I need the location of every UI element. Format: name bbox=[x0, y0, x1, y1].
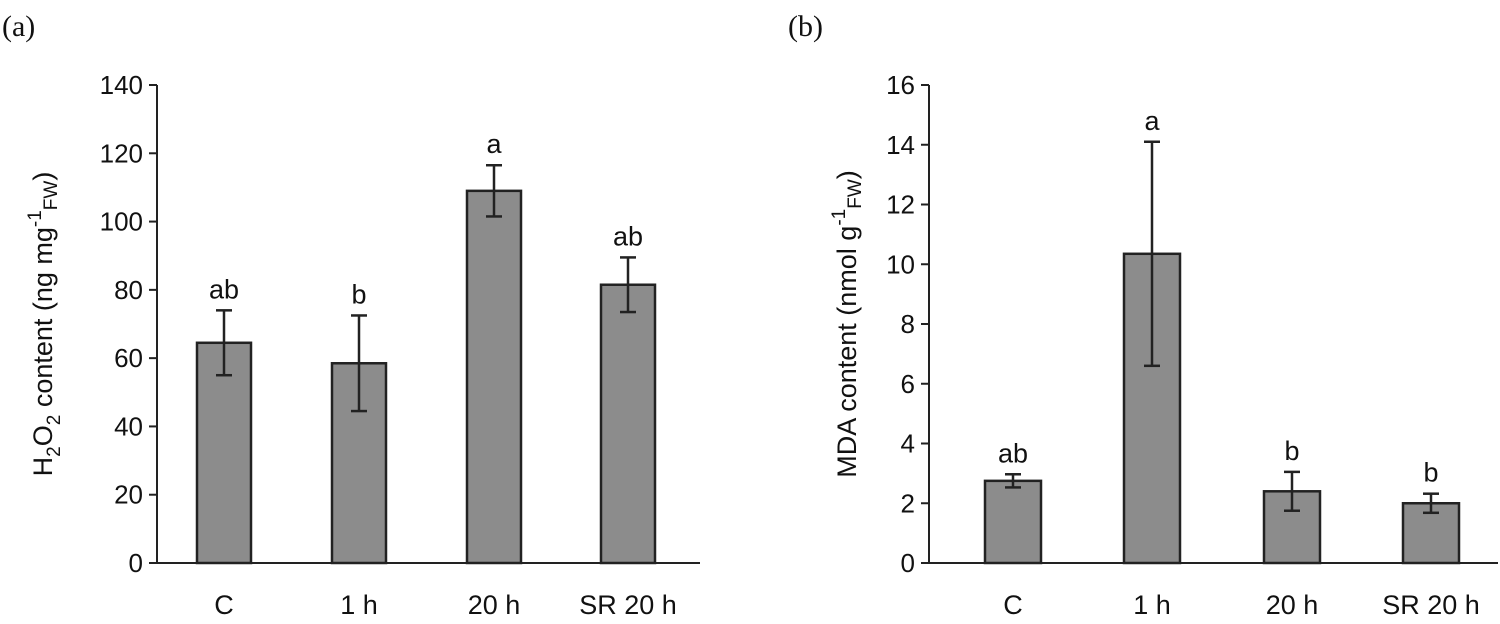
panel-a-bar-3 bbox=[599, 283, 657, 565]
panel-a-y-axis-title: H2O2 content (ng mg-1FW) bbox=[25, 172, 65, 477]
panel-b-y-tick-label: 14 bbox=[886, 130, 915, 160]
panel-b-y-tick-label: 4 bbox=[901, 429, 915, 459]
panel-b-category-label-2: 20 h bbox=[1266, 590, 1319, 620]
panel-a-bar-2 bbox=[465, 189, 523, 565]
panel-b-y-axis-title: MDA content (nmol g-1FW) bbox=[829, 170, 866, 478]
panel-a-significance-label-2: a bbox=[486, 129, 502, 159]
panel-b-significance-label-0: ab bbox=[998, 438, 1028, 468]
panel-a-bar-1 bbox=[330, 362, 388, 565]
panel-a: (a) H2O2 content (ng mg-1FW) 0 20 40 60 80 10… bbox=[2, 10, 700, 620]
panel-b-y-tick-label: 6 bbox=[901, 369, 915, 399]
panel-a-category-label-2: 20 h bbox=[468, 590, 521, 620]
panel-b-significance-label-2: b bbox=[1284, 436, 1299, 466]
panel-a-y-tick-label: 100 bbox=[100, 207, 143, 237]
panel-a-category-label-0: C bbox=[214, 590, 234, 620]
panel-b-plot: 0 2 4 6 8 10 12 14 16 ab Ca 1 h b 20 h b SR 20 h bbox=[886, 70, 1498, 620]
panel-b-category-label-0: C bbox=[1003, 590, 1023, 620]
panel-a-error-bar-1 bbox=[351, 314, 367, 413]
panel-b-category-label-1: 1 h bbox=[1133, 590, 1171, 620]
panel-b-error-bar-3 bbox=[1423, 492, 1439, 515]
panel-a-error-bar-0 bbox=[216, 309, 232, 377]
panel-a-error-bar-3 bbox=[620, 256, 636, 314]
panel-b-error-bar-1 bbox=[1144, 140, 1160, 368]
panel-a-y-tick-label: 140 bbox=[100, 70, 143, 100]
panel-b-y-tick-label: 10 bbox=[886, 249, 915, 279]
panel-a-error-bar-2 bbox=[486, 163, 502, 218]
panel-a-category-label-1: 1 h bbox=[340, 590, 378, 620]
panel-b-category-label-3: SR 20 h bbox=[1382, 590, 1480, 620]
panel-b: (b) MDA content (nmol g-1FW) 0 2 4 6 8 10 12 14… bbox=[788, 10, 1498, 620]
panel-a-plot: 0 20 40 60 80 100 120 140 ab Cb 1 h a 20 h ab SR 20 h bbox=[100, 70, 700, 620]
panel-a-y-tick-label: 0 bbox=[129, 548, 143, 578]
panel-b-significance-label-1: a bbox=[1144, 106, 1160, 136]
panel-b-bar-2 bbox=[1262, 490, 1322, 565]
panel-a-y-tick-label: 40 bbox=[114, 411, 143, 441]
panel-b-y-tick-label: 0 bbox=[901, 548, 915, 578]
panel-b-error-bar-0 bbox=[1005, 473, 1021, 489]
panel-b-label: (b) bbox=[788, 10, 823, 43]
panel-b-y-tick-label: 16 bbox=[886, 70, 915, 100]
panel-a-y-tick-label: 60 bbox=[114, 343, 143, 373]
panel-a-significance-label-0: ab bbox=[209, 274, 239, 304]
panel-a-y-tick-label: 20 bbox=[114, 480, 143, 510]
panel-b-y-tick-label: 2 bbox=[901, 488, 915, 518]
panel-b-y-tick-label: 12 bbox=[886, 190, 915, 220]
panel-a-label: (a) bbox=[2, 10, 35, 43]
panel-b-significance-label-3: b bbox=[1423, 458, 1438, 488]
panel-a-significance-label-1: b bbox=[351, 279, 366, 309]
panel-b-bar-0 bbox=[983, 479, 1043, 565]
panel-a-significance-label-3: ab bbox=[613, 221, 643, 251]
panel-b-error-bar-2 bbox=[1284, 470, 1300, 512]
panel-a-y-tick-label: 120 bbox=[100, 138, 143, 168]
panel-a-category-label-3: SR 20 h bbox=[579, 590, 677, 620]
panel-b-y-tick-label: 8 bbox=[901, 309, 915, 339]
panel-a-y-tick-label: 80 bbox=[114, 275, 143, 305]
